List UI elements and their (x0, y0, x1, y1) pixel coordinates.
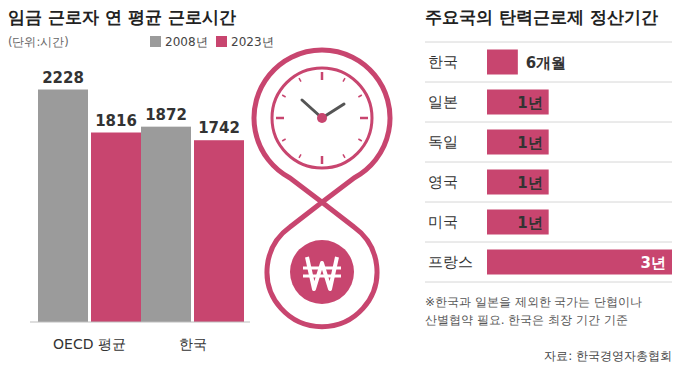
chart-subtitle: (단위:시간) (8, 35, 69, 49)
clock-face (272, 68, 372, 168)
clock-tick (299, 154, 301, 157)
chart-title: 주요국의 탄력근로제 정산기간 (425, 7, 658, 27)
data-label: 3년 (641, 254, 666, 272)
category-label: 독일 (428, 133, 458, 151)
data-label: 1년 (517, 174, 542, 192)
won-coin (290, 240, 354, 304)
clock-tick (358, 95, 361, 97)
row-separator (425, 282, 672, 283)
data-label: 6개월 (526, 54, 566, 72)
category-label: 한국 (179, 336, 207, 352)
row-separator (425, 202, 672, 203)
clock-tick (343, 154, 345, 157)
bar (487, 130, 549, 155)
data-label: 2228 (42, 69, 84, 87)
row-separator (425, 42, 672, 43)
bar (38, 90, 88, 322)
data-label: 1816 (95, 112, 137, 130)
bar (487, 50, 518, 75)
bar (487, 250, 672, 275)
bar (141, 127, 191, 322)
category-label: 미국 (428, 213, 458, 231)
category-label: 영국 (428, 173, 458, 191)
data-label: 1742 (198, 119, 240, 137)
row-separator (425, 162, 672, 163)
chart-canvas: 임금 근로자 연 평균 근로시간 (단위:시간) 2008년 2023년 2228 181… (0, 0, 681, 382)
won-bar (303, 275, 341, 278)
page: 임금 근로자 연 평균 근로시간 (단위:시간) 2008년 2023년 2228 181… (0, 0, 681, 382)
bar (487, 90, 549, 115)
chart-title: 임금 근로자 연 평균 근로시간 (8, 7, 236, 27)
decoration (254, 50, 390, 327)
row-separator (425, 82, 672, 83)
clock-tick (360, 117, 368, 120)
data-label: 1년 (517, 214, 542, 232)
clock-tick (276, 117, 284, 120)
bars (38, 90, 244, 322)
won-sign (307, 257, 337, 289)
data-label: 1년 (517, 94, 542, 112)
clock-tick (321, 156, 324, 164)
annotation: ※한국과 일본을 제외한 국가는 단협이나 (425, 295, 642, 309)
infinity-loop (254, 50, 390, 327)
category-label: OECD 평균 (53, 336, 126, 352)
clock-tick (358, 139, 361, 141)
bars (487, 50, 672, 275)
clock-tick (343, 78, 345, 81)
row-separator (425, 122, 672, 123)
legend-swatch (216, 36, 227, 47)
baseline (30, 322, 250, 323)
legend-label: 2008년 (165, 35, 208, 49)
clock-tick (321, 72, 324, 80)
bar (91, 133, 141, 322)
clock-center (317, 113, 327, 123)
clock-tick (299, 78, 301, 81)
won-bar (303, 267, 341, 270)
legend-swatch (150, 36, 161, 47)
clock-tick (282, 95, 285, 97)
category-label: 일본 (428, 93, 458, 111)
bar (487, 170, 549, 195)
bar (487, 210, 549, 235)
data-label: 1872 (145, 106, 187, 124)
bar (194, 140, 244, 322)
legend-label: 2023년 (231, 35, 274, 49)
source: 자료: 한국경영자총협회 (544, 349, 672, 363)
category-label: 프랑스 (428, 253, 473, 271)
data-label: 1년 (517, 134, 542, 152)
category-label: 한국 (428, 53, 458, 71)
annotation: 산별협약 필요. 한국은 최장 기간 기준 (425, 313, 628, 327)
row-separator (425, 242, 672, 243)
clock-tick (282, 139, 285, 141)
